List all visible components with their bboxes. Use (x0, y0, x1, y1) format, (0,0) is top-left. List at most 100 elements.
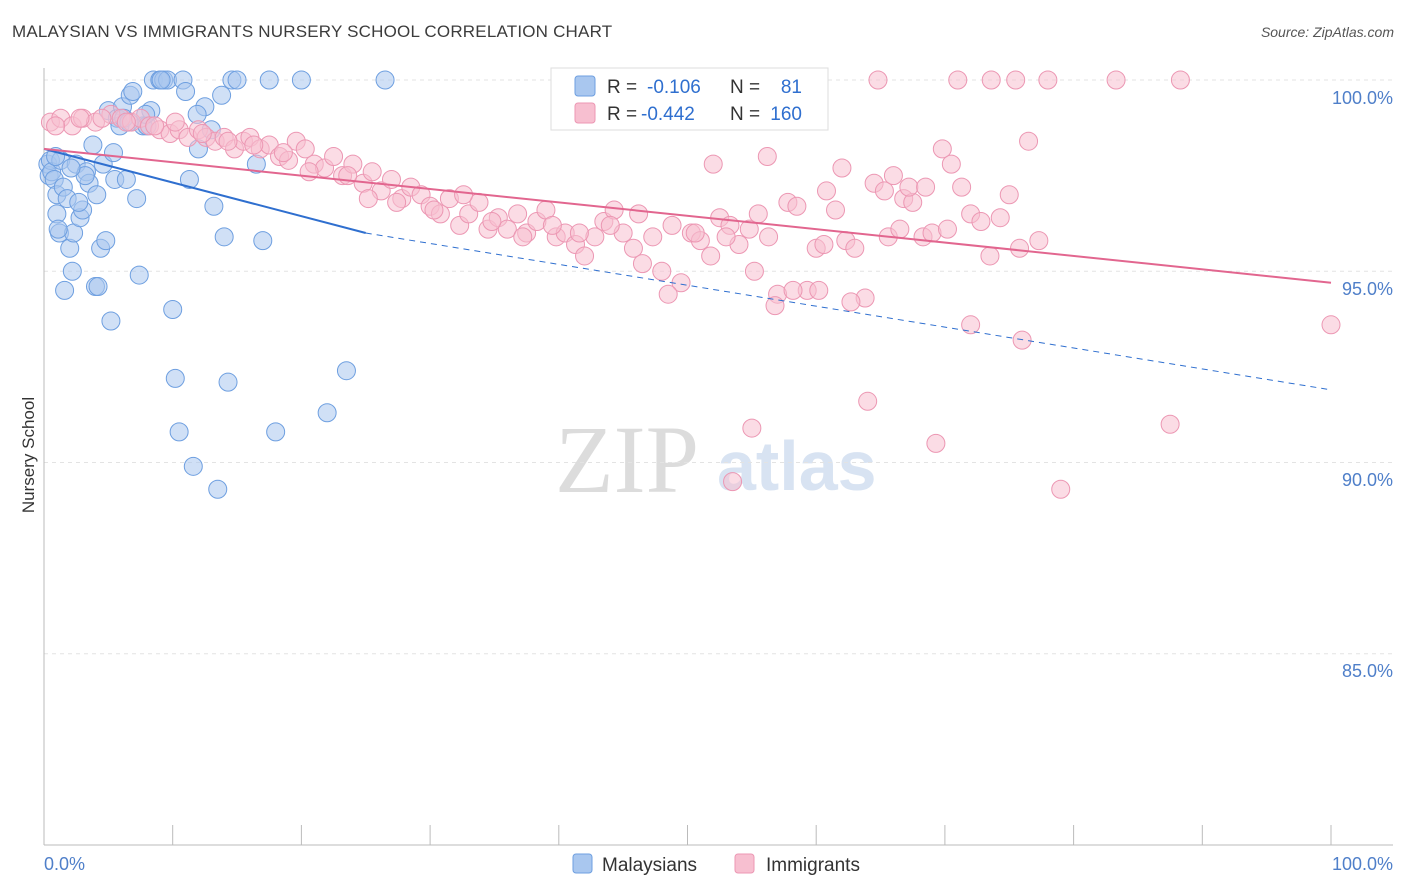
malaysians-point (123, 81, 143, 101)
immigrants-point (387, 192, 407, 212)
malaysians-trend-line-dashed (365, 232, 1332, 391)
immigrants-point (542, 215, 562, 235)
legend-n-value-2: 160 (770, 104, 802, 125)
y-tick-label-100: 100.0% (1332, 88, 1393, 108)
legend-bottom-swatch-immigrants (734, 853, 755, 874)
immigrants-point (569, 223, 589, 243)
malaysians-point (163, 300, 183, 319)
immigrants-point (1038, 70, 1058, 90)
immigrants-point (826, 200, 846, 220)
immigrants-point (744, 261, 764, 281)
immigrants-point (1051, 479, 1071, 499)
watermark-zip: ZIP (555, 406, 699, 513)
immigrants-trend-line (43, 147, 1332, 284)
x-tick-labels: 0.0% 100.0% (44, 854, 1393, 874)
malaysians-point (214, 227, 234, 247)
immigrants-point (497, 219, 517, 239)
malaysians-point (212, 85, 232, 105)
immigrants-point (814, 234, 834, 254)
malaysians-point (179, 169, 199, 189)
legend-bottom: Malaysians Immigrants (572, 853, 860, 876)
immigrants-point (941, 154, 961, 174)
malaysians-point (103, 143, 123, 163)
immigrants-point (841, 292, 861, 312)
malaysians-point (227, 70, 247, 90)
immigrants-point (1106, 70, 1126, 90)
immigrants-point (783, 280, 803, 300)
immigrants-point (742, 418, 762, 438)
malaysians-point (83, 135, 103, 155)
immigrants-point (999, 185, 1019, 205)
immigrants-point (723, 472, 743, 492)
immigrants-point (961, 315, 981, 335)
immigrants-point (1321, 315, 1341, 335)
watermark-atlas: atlas (717, 427, 877, 505)
immigrants-point (513, 227, 533, 247)
legend-r-label-1: R = (607, 77, 637, 98)
immigrants-point (937, 219, 957, 239)
immigrants-point (685, 223, 705, 243)
malaysians-point (165, 368, 185, 388)
malaysians-point (259, 70, 279, 90)
immigrants-point (632, 254, 652, 274)
legend-r-label-2: R = (607, 104, 637, 125)
immigrants-point (116, 112, 136, 132)
malaysians-point (336, 361, 356, 381)
immigrants-point (652, 261, 672, 281)
malaysians-point (61, 158, 81, 178)
immigrants-point (701, 246, 721, 266)
legend-bottom-label-immigrants: Immigrants (766, 855, 860, 876)
malaysians-point (129, 265, 149, 285)
malaysians-point (55, 280, 75, 300)
immigrants-point (926, 433, 946, 453)
x-tick-label-100: 100.0% (1332, 854, 1393, 874)
immigrants-point (948, 70, 968, 90)
immigrants-point (299, 162, 319, 182)
immigrants-point (952, 177, 972, 197)
malaysians-point (253, 231, 273, 251)
malaysians-point (101, 311, 121, 331)
immigrants-point (1006, 70, 1026, 90)
legend-bottom-swatch-malaysians (572, 853, 593, 874)
y-tick-label-90: 90.0% (1342, 470, 1393, 490)
malaysians-point (169, 422, 189, 442)
malaysians-point (48, 219, 68, 239)
immigrants-point (874, 181, 894, 201)
immigrants-point (981, 70, 1001, 90)
immigrants-point (454, 185, 474, 205)
malaysians-point (208, 479, 228, 499)
immigrants-point (662, 215, 682, 235)
malaysians-point (127, 189, 147, 209)
immigrants-point (990, 208, 1010, 228)
immigrants-point (809, 280, 829, 300)
malaysians-point (218, 372, 238, 392)
malaysians-point (88, 277, 108, 297)
immigrants-point (1029, 231, 1049, 251)
immigrants-point (575, 246, 595, 266)
immigrants-point (600, 215, 620, 235)
legend-bottom-label-malaysians: Malaysians (602, 855, 697, 876)
immigrants-point (629, 204, 649, 224)
legend-top: R = -0.106 N = 81 R = -0.442 N = 160 (550, 67, 829, 131)
immigrants-point (932, 139, 952, 159)
malaysians-point (183, 456, 203, 476)
legend-n-label-2: N = (730, 104, 760, 125)
immigrants-point (70, 108, 90, 128)
legend-top-box (550, 67, 829, 131)
immigrants-point (362, 162, 382, 182)
immigrants-point (295, 139, 315, 159)
immigrants-point (899, 177, 919, 197)
immigrants-point (759, 227, 779, 247)
immigrants-point (739, 219, 759, 239)
immigrants-point (1010, 238, 1030, 258)
chart-title: MALAYSIAN VS IMMIGRANTS NURSERY SCHOOL C… (12, 22, 613, 41)
immigrants-point (192, 124, 212, 144)
legend-swatch-immigrants (574, 102, 596, 124)
immigrants-point (916, 177, 936, 197)
immigrants-point (1170, 70, 1190, 90)
immigrants-point (980, 246, 1000, 266)
trend-lines (43, 147, 1332, 391)
immigrants-point (890, 219, 910, 239)
malaysians-point (87, 185, 107, 205)
immigrants-point (971, 212, 991, 232)
